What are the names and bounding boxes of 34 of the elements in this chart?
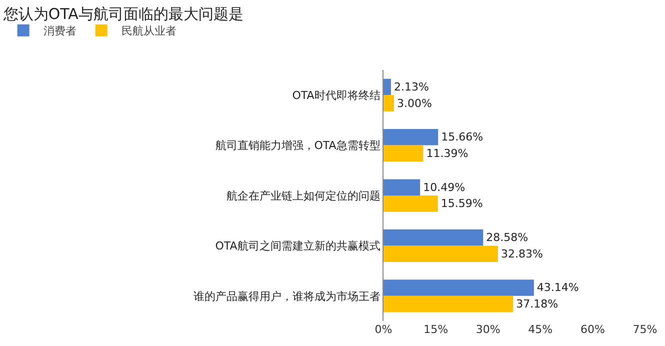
x-tick-label: 45% bbox=[528, 323, 553, 336]
y-tick-label: OTA航司之间需建立新的共赢模式 bbox=[215, 240, 380, 253]
data-label: 2.13% bbox=[394, 80, 429, 94]
bar bbox=[384, 296, 514, 312]
bar bbox=[384, 145, 424, 162]
y-tick-label: 航司直销能力增强，OTA急需转型 bbox=[215, 139, 380, 152]
data-label: 10.49% bbox=[423, 180, 466, 194]
bar bbox=[384, 196, 438, 212]
data-label: 3.00% bbox=[396, 96, 432, 110]
bar bbox=[384, 246, 498, 262]
bar bbox=[384, 229, 484, 246]
y-tick-label: 航企在产业链上如何定位的问题 bbox=[226, 189, 380, 202]
data-label: 28.58% bbox=[486, 231, 528, 244]
x-tick-label: 0% bbox=[374, 323, 392, 336]
x-tick-label: 60% bbox=[580, 323, 605, 336]
data-label: 15.59% bbox=[440, 197, 483, 210]
x-tick-label: 75% bbox=[632, 323, 658, 336]
bar bbox=[384, 179, 420, 196]
bar bbox=[384, 128, 438, 146]
y-tick-label: OTA时代即将终结 bbox=[292, 88, 380, 102]
data-label: 32.83% bbox=[500, 247, 543, 260]
data-label: 15.66% bbox=[441, 130, 484, 144]
data-label: 37.18% bbox=[516, 298, 558, 311]
bar bbox=[384, 95, 394, 112]
text: 您认为OTA与航司面临的最大问题是 bbox=[2, 5, 244, 24]
bar bbox=[384, 78, 391, 96]
x-tick-label: 30% bbox=[476, 323, 500, 336]
legend-label: 民航从业者 bbox=[121, 24, 176, 38]
legend-label: 消费者 bbox=[43, 24, 76, 38]
data-label: 43.14% bbox=[536, 281, 579, 294]
bar bbox=[384, 280, 534, 296]
y-tick-label: 谁的产品赢得用户，谁将成为市场王者 bbox=[193, 290, 380, 303]
data-label: 11.39% bbox=[426, 146, 468, 160]
x-tick-label: 15% bbox=[424, 323, 448, 336]
